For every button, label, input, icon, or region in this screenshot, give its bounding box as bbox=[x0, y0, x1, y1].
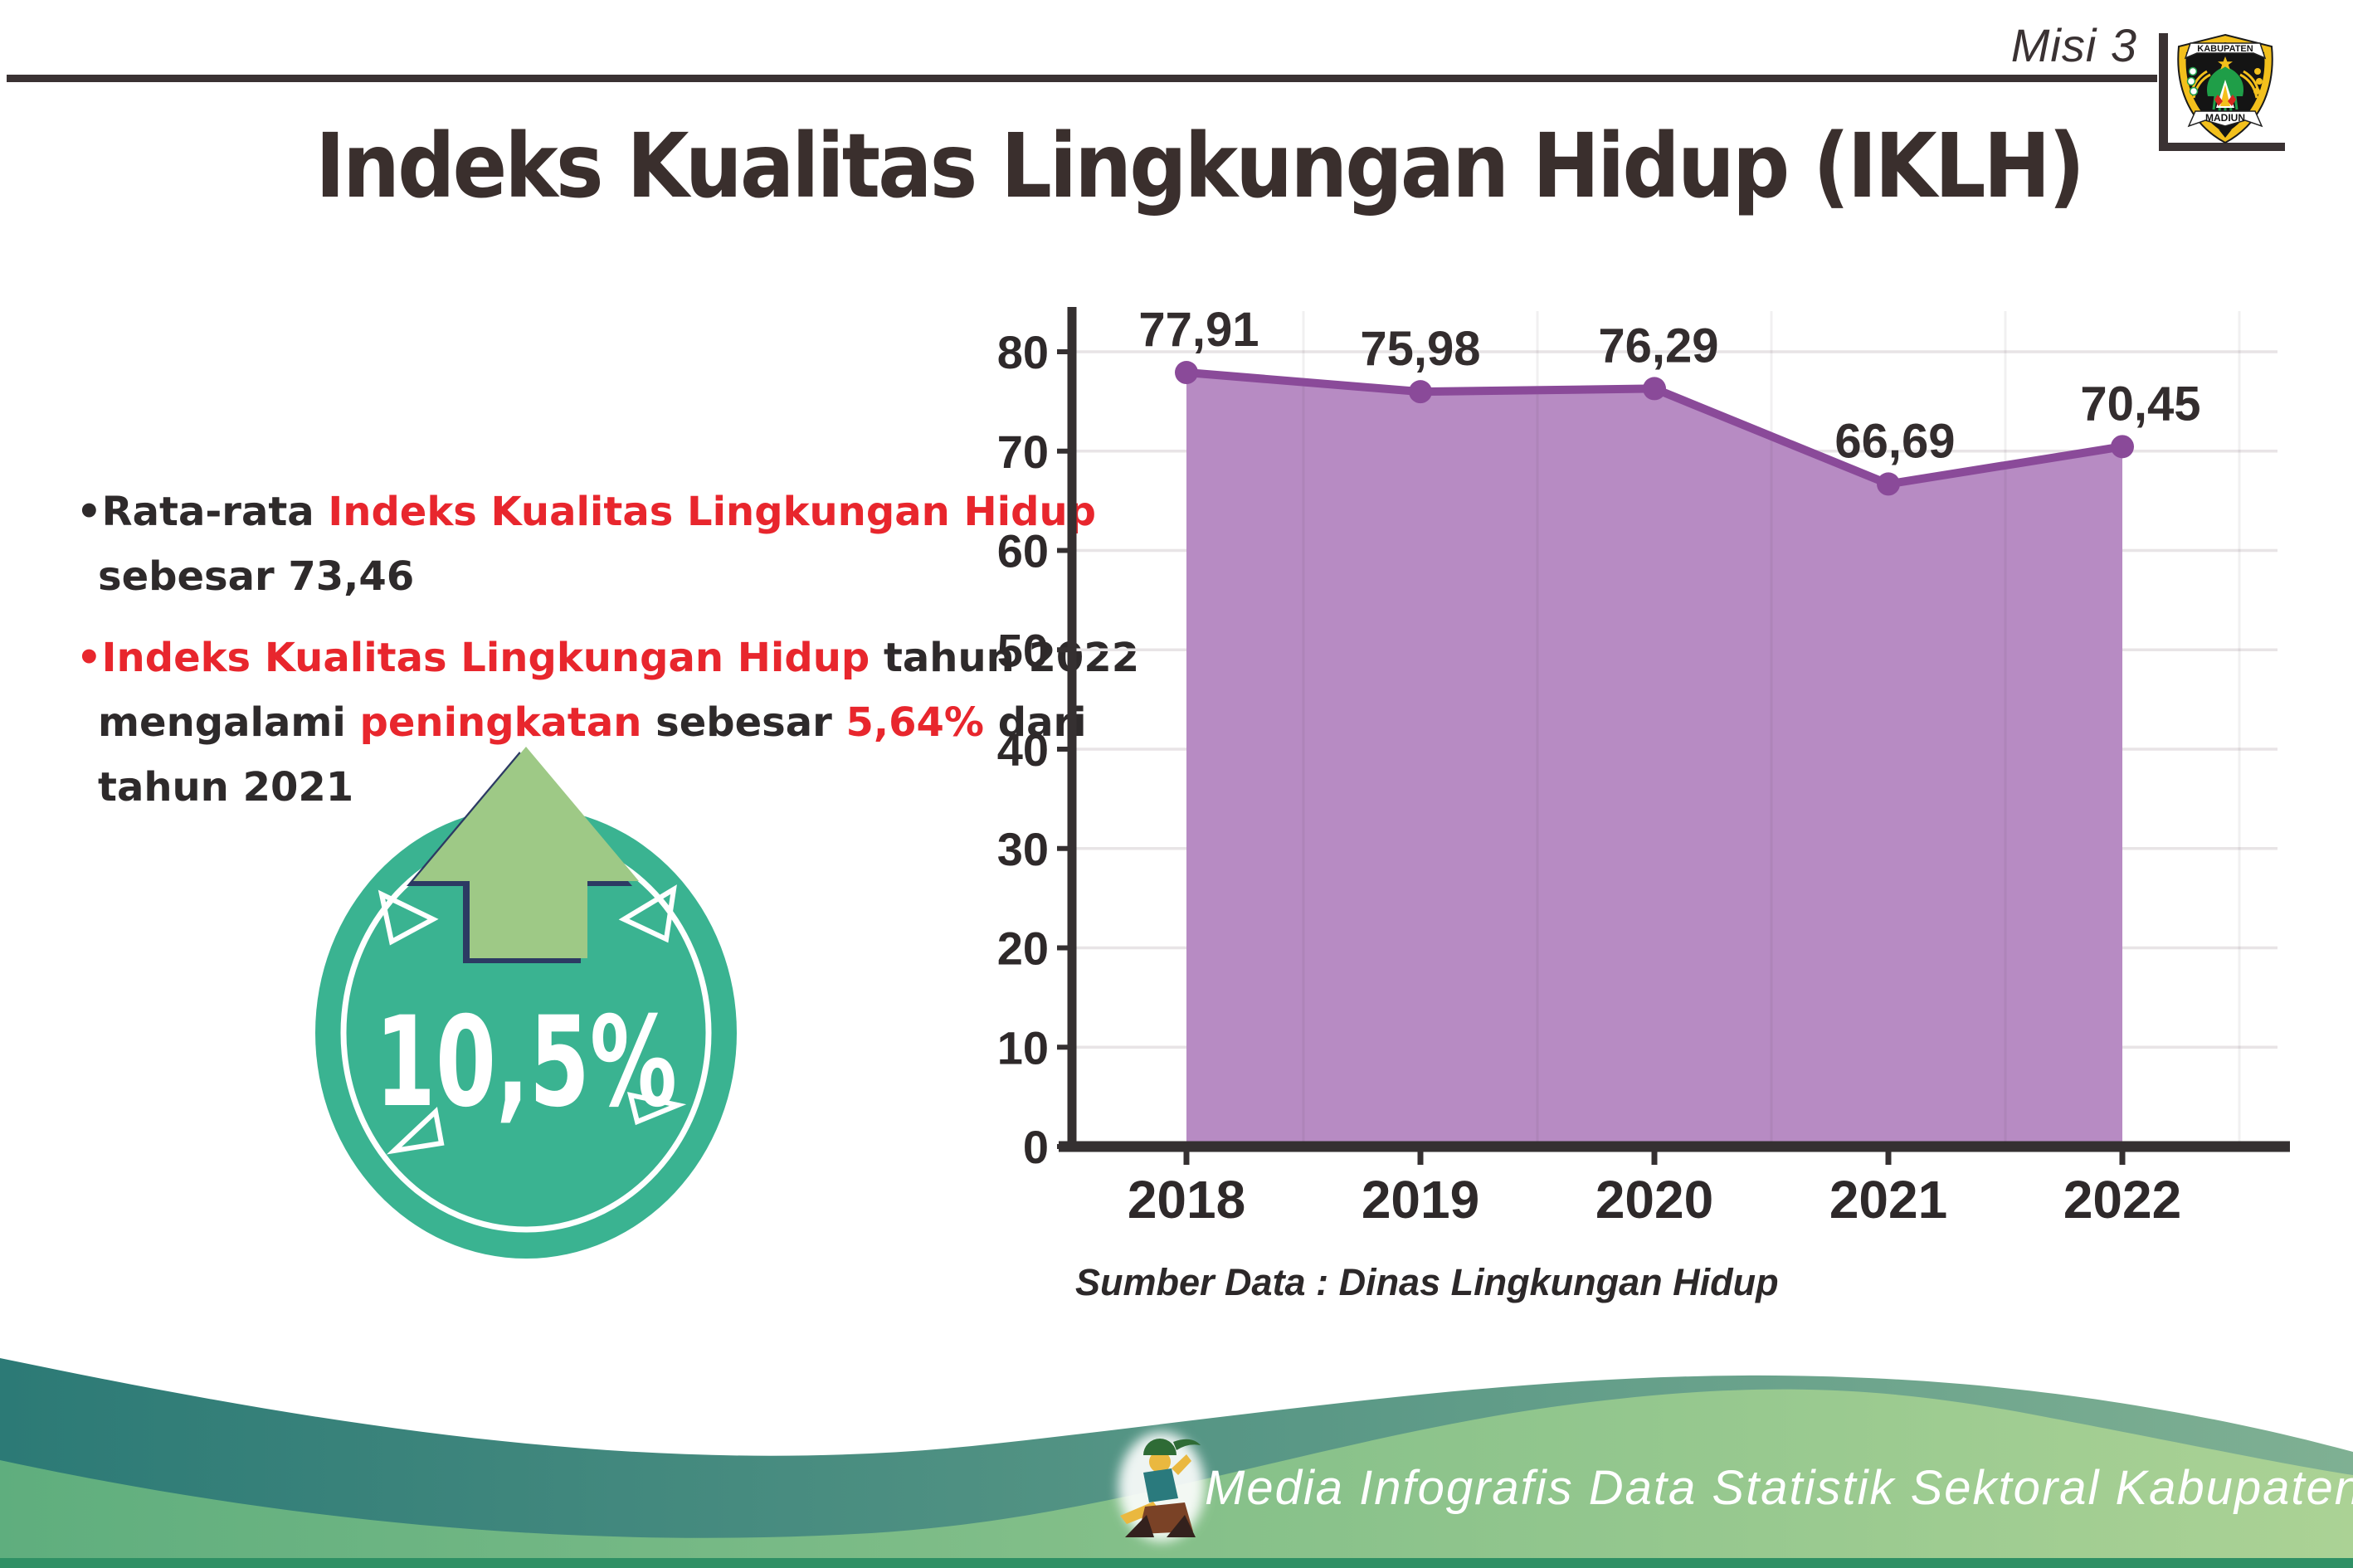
data-point bbox=[1877, 472, 1900, 496]
x-tick-label: 2022 bbox=[2063, 1170, 2181, 1230]
page-title: Indeks Kualitas Lingkungan Hidup (IKLH) bbox=[314, 114, 2085, 218]
y-tick-label: 50 bbox=[997, 624, 1049, 676]
y-tick-label: 20 bbox=[997, 923, 1049, 975]
accent-triangle bbox=[618, 884, 677, 943]
data-point bbox=[1409, 380, 1432, 404]
bullet1-text: •Rata-rata bbox=[76, 489, 329, 535]
accent-triangle bbox=[386, 1107, 445, 1155]
bullet1-highlight: Indeks Kualitas Lingkungan Hidup bbox=[328, 489, 1096, 535]
iklh-area-chart: 0 10 20 30 40 50 60 70 80 2018 2019 2020 2021 2022 77,… bbox=[997, 303, 2290, 1230]
accent-triangle bbox=[626, 1092, 687, 1126]
data-label: 76,29 bbox=[1598, 319, 1718, 373]
logo-bracket-vertical bbox=[2159, 33, 2168, 151]
x-tick-label: 2019 bbox=[1362, 1170, 1479, 1230]
footer-caption: Media Infografis Data Statistik Sektoral… bbox=[1205, 1461, 2353, 1515]
mission-label: Misi 3 bbox=[2010, 19, 2137, 71]
data-label: 70,45 bbox=[2080, 377, 2200, 431]
data-label: 66,69 bbox=[1834, 414, 1955, 468]
area-fill bbox=[1186, 373, 2122, 1147]
data-point bbox=[2111, 435, 2134, 459]
y-tick-label: 70 bbox=[997, 426, 1049, 478]
x-tick-label: 2020 bbox=[1595, 1170, 1713, 1230]
data-point bbox=[1175, 361, 1198, 385]
bullet2-increase-word: peningkatan bbox=[359, 699, 642, 746]
data-label: 77,91 bbox=[1138, 303, 1259, 357]
x-tick-label: 2018 bbox=[1128, 1170, 1245, 1230]
footer-wave bbox=[0, 1358, 2353, 1568]
data-label: 75,98 bbox=[1360, 322, 1480, 376]
footer-bottom-strip bbox=[0, 1558, 2353, 1568]
data-point bbox=[1643, 377, 1666, 401]
growth-badge: 10,5% bbox=[315, 747, 737, 1259]
source-note: Sumber Data : Dinas Lingkungan Hidup bbox=[1075, 1261, 1779, 1303]
bullet1-value: sebesar 73,46 bbox=[98, 553, 415, 600]
x-tick-label: 2021 bbox=[1829, 1170, 1947, 1230]
logo-bracket-horizontal bbox=[2159, 143, 2285, 151]
bullet2-highlight: •Indeks Kualitas Lingkungan Hidup bbox=[76, 635, 870, 681]
y-tick-label: 40 bbox=[997, 723, 1049, 776]
accent-triangle bbox=[378, 889, 439, 946]
dancer-mascot-icon bbox=[1118, 1432, 1205, 1541]
badge-value: 10,5% bbox=[375, 991, 677, 1135]
summary-bullets: •Rata-rata Indeks Kualitas Lingkungan Hi… bbox=[76, 480, 1140, 836]
y-tick-label: 10 bbox=[997, 1021, 1049, 1074]
y-tick-label: 0 bbox=[1023, 1121, 1049, 1173]
bullet-average-iklh: •Rata-rata Indeks Kualitas Lingkungan Hi… bbox=[76, 480, 1096, 609]
up-arrow-icon bbox=[413, 747, 639, 958]
kabupaten-madiun-logo-icon: KABUPATEN MADIUN bbox=[2177, 33, 2273, 144]
y-tick-label: 60 bbox=[997, 525, 1049, 577]
header-rule bbox=[7, 75, 2157, 82]
logo-banner-top: KABUPATEN bbox=[2197, 44, 2253, 54]
bullet2-percent: 5,64% bbox=[845, 699, 985, 746]
green-wave bbox=[0, 1389, 2353, 1568]
y-tick-label: 30 bbox=[997, 823, 1049, 875]
logo-banner-bottom: MADIUN bbox=[2205, 112, 2245, 124]
bullet-increase-2022: •Indeks Kualitas Lingkungan Hidup tahun … bbox=[76, 635, 1140, 811]
y-tick-label: 80 bbox=[997, 326, 1049, 378]
